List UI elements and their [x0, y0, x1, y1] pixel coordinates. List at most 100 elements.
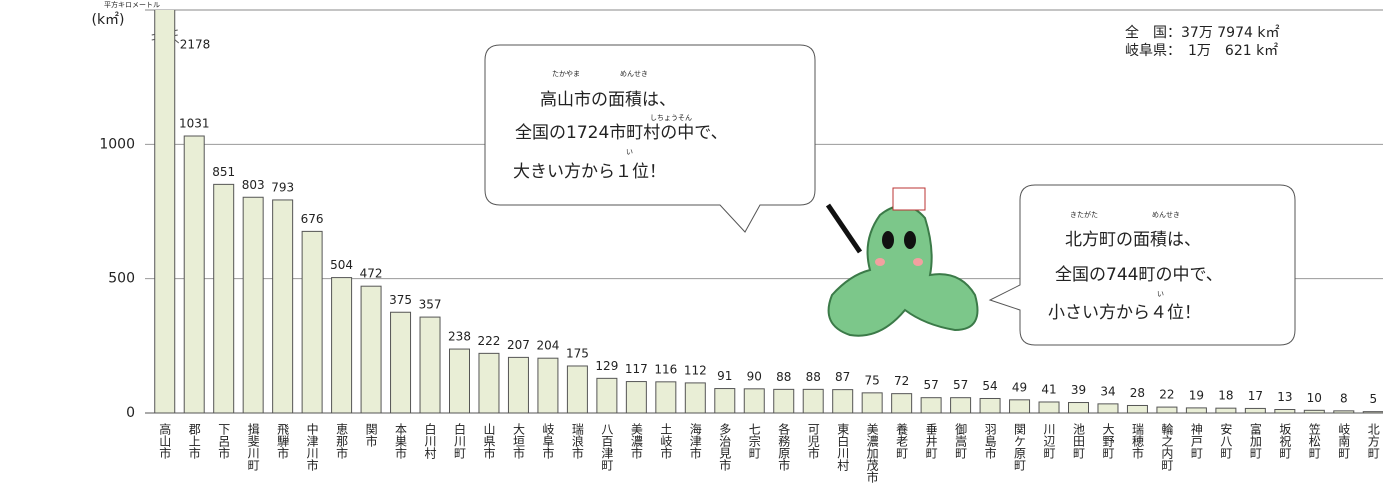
bar — [920, 397, 942, 414]
bar — [360, 285, 382, 414]
x-tick-label: 養老町 — [895, 422, 909, 459]
x-tick-label: 羽島市 — [983, 423, 997, 459]
value-label: 91 — [717, 369, 732, 383]
value-label: 851 — [212, 165, 235, 179]
unit-label: (k㎡) — [91, 12, 124, 28]
bar — [1068, 402, 1089, 414]
x-tick-label: 高山市 — [158, 422, 172, 459]
value-label: 676 — [301, 212, 324, 226]
y-tick-label: 0 — [126, 405, 135, 421]
ruby: い — [1157, 290, 1164, 298]
bubble-text: 大きい方から１位！ — [513, 162, 666, 182]
x-tick-label: 川辺町 — [1042, 423, 1056, 459]
value-label: 88 — [776, 370, 791, 384]
value-label: 18 — [1218, 389, 1233, 403]
bar — [154, 10, 176, 414]
x-tick-label: 垂井町 — [924, 423, 938, 459]
x-tick-label: 神戸町 — [1189, 423, 1203, 459]
bar — [272, 199, 294, 414]
x-tick-label: 輪之内町 — [1160, 422, 1174, 471]
x-tick-label: 坂祝町 — [1278, 423, 1292, 459]
ruby: めんせき — [620, 70, 648, 78]
bar — [301, 230, 323, 414]
value-label: 57 — [953, 378, 968, 392]
value-label: 357 — [419, 298, 442, 312]
bar — [891, 393, 913, 414]
bar — [390, 311, 412, 414]
value-label: 10 — [1307, 391, 1322, 405]
value-label: 222 — [478, 334, 501, 348]
value-label: 504 — [330, 258, 353, 272]
ruby: たかやま — [552, 70, 580, 78]
bar — [714, 388, 736, 414]
x-tick-label: 美濃加茂市 — [865, 423, 879, 483]
bar — [979, 397, 1001, 414]
x-tick-label: 揖斐川町 — [246, 423, 260, 471]
bar — [950, 397, 972, 414]
ruby: きたがた — [1070, 210, 1098, 219]
bar — [566, 365, 588, 414]
bar — [1185, 407, 1207, 414]
value-label: 238 — [448, 330, 471, 344]
bar — [1303, 409, 1325, 414]
ruby: しちょうそん — [650, 114, 692, 122]
bar — [802, 388, 824, 414]
stat: 岐阜県： 1万 621 k㎡ — [1125, 42, 1278, 59]
bar — [773, 388, 795, 414]
value-label: 72 — [894, 374, 909, 388]
bar — [213, 183, 235, 414]
x-tick-label: 関市 — [364, 423, 378, 447]
value-label: 75 — [865, 373, 880, 387]
bubble — [988, 184, 1296, 346]
bar — [1244, 407, 1266, 414]
x-tick-label: 岐南町 — [1337, 423, 1351, 459]
x-tick-label: 瑞浪市 — [570, 423, 584, 459]
x-tick-label: 美濃市 — [629, 423, 643, 459]
unit-ruby: 平方キロメートル — [104, 0, 160, 9]
value-label: 22 — [1159, 388, 1174, 402]
x-tick-label: 山県市 — [482, 423, 496, 459]
bar — [743, 388, 765, 414]
x-tick-label: 七宗町 — [747, 423, 761, 459]
bar — [1362, 411, 1383, 414]
x-tick-label: 白川村 — [423, 422, 437, 459]
bar — [1333, 410, 1355, 414]
x-tick-label: 瑞穂市 — [1130, 423, 1144, 459]
bubble — [484, 44, 816, 233]
value-label: 8 — [1340, 391, 1348, 405]
value-label: 472 — [360, 267, 383, 281]
value-label: 19 — [1189, 388, 1204, 402]
x-tick-label: 八百津町 — [600, 423, 614, 471]
x-tick-label: 白川町 — [453, 422, 467, 459]
value-label: 2178 — [180, 38, 211, 52]
bar — [596, 377, 618, 414]
x-tick-label: 御嵩町 — [954, 422, 968, 459]
x-tick-label: 安八町 — [1219, 422, 1233, 459]
ruby: い — [626, 148, 633, 156]
x-tick-label: 海津市 — [688, 422, 702, 459]
value-label: 57 — [923, 378, 938, 392]
mascot — [825, 187, 979, 337]
bar — [625, 381, 647, 414]
bar — [1097, 403, 1119, 414]
bubble-text: 全国の744町の中で、 — [1055, 265, 1223, 285]
x-tick-label: 恵那市 — [335, 423, 349, 459]
value-label: 54 — [982, 379, 997, 393]
x-tick-label: 本巣市 — [394, 423, 408, 459]
x-tick-label: 笠松町 — [1307, 422, 1321, 459]
value-label: 87 — [835, 370, 850, 384]
bubble-text: 小さい方から４位！ — [1048, 303, 1201, 323]
value-label: 41 — [1041, 382, 1056, 396]
x-tick-label: 多治見市 — [718, 423, 732, 471]
bar — [507, 356, 529, 414]
value-label: 175 — [566, 346, 589, 360]
bar — [1038, 401, 1060, 414]
bar — [242, 196, 264, 414]
value-label: 207 — [507, 338, 530, 352]
value-label: 88 — [806, 370, 821, 384]
bar — [1215, 407, 1237, 414]
stat: 全 国：37万 7974 k㎡ — [1125, 24, 1279, 41]
bar — [419, 316, 441, 414]
value-label: 204 — [536, 339, 559, 353]
